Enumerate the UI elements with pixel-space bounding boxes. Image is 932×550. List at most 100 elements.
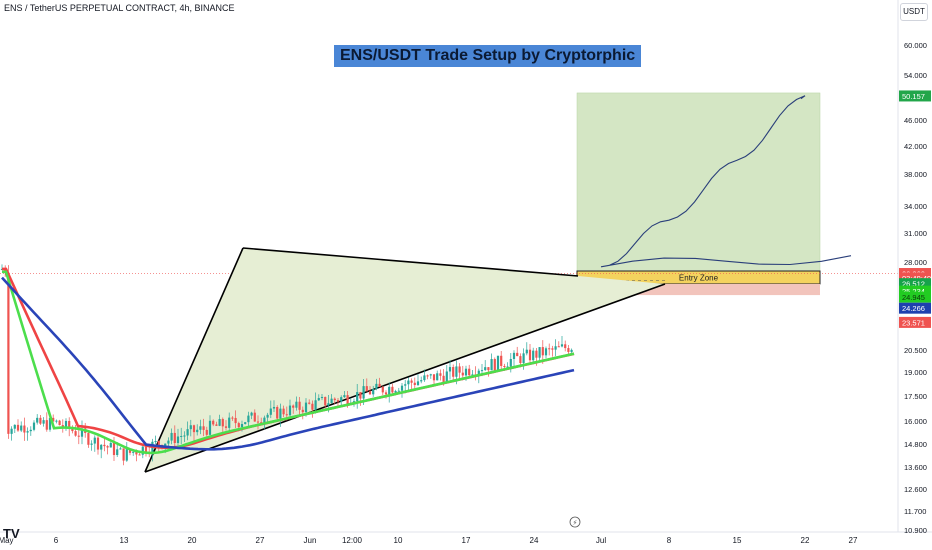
- candle-body: [320, 396, 324, 399]
- candle-body: [496, 355, 500, 371]
- candle-body: [39, 417, 42, 424]
- projection-arrow-tip: [800, 95, 806, 100]
- candle-body: [23, 425, 26, 433]
- candle-body: [308, 402, 311, 404]
- candle-body: [272, 406, 276, 409]
- currency-button[interactable]: USDT: [900, 3, 928, 21]
- candle-body: [36, 417, 39, 423]
- candle-body: [400, 385, 404, 391]
- time-tick-label: 13: [120, 536, 129, 545]
- candle-body: [484, 367, 487, 371]
- candle-body: [128, 449, 132, 453]
- candle-body: [420, 380, 423, 382]
- stop-zone: [577, 283, 820, 296]
- triangle-area: [145, 248, 665, 472]
- price-label-badge: [899, 90, 931, 102]
- candle-body: [372, 389, 375, 395]
- tradingview-logo-icon: TV: [3, 526, 20, 541]
- candle-body: [381, 386, 384, 393]
- candle-body: [330, 398, 333, 404]
- candle-body: [228, 417, 231, 428]
- candle-body: [234, 417, 237, 424]
- candle-body: [253, 412, 256, 422]
- price-tick-label: 34.000: [904, 202, 927, 211]
- candle-body: [167, 440, 170, 444]
- candle-body: [186, 429, 189, 436]
- candle-body: [480, 370, 484, 372]
- projected-path: [600, 95, 852, 268]
- candle-body: [276, 406, 279, 419]
- candle-body: [410, 380, 413, 383]
- candle-body: [55, 420, 58, 422]
- candle-body: [436, 373, 439, 381]
- candle-body: [13, 424, 16, 429]
- time-tick-label: 6: [54, 536, 59, 545]
- time-tick-label: 27: [849, 536, 858, 545]
- candle-body: [500, 355, 503, 366]
- candle-body: [7, 272, 10, 434]
- candle-body: [541, 347, 544, 356]
- candle-body: [570, 349, 573, 352]
- candle-body: [240, 424, 244, 428]
- candle-body: [544, 348, 548, 356]
- symbol-info: ENS / TetherUS PERPETUAL CONTRACT, 4h, B…: [4, 3, 235, 13]
- candle-body: [378, 383, 381, 387]
- candle-body: [106, 446, 109, 448]
- chart-title: ENS/USDT Trade Setup by Cryptorphic: [334, 45, 642, 67]
- time-tick-label: 10: [394, 536, 403, 545]
- candle-body: [391, 386, 394, 393]
- ema-blue-line: [1, 276, 575, 451]
- candle-body: [551, 348, 554, 350]
- candle-body: [512, 352, 516, 359]
- candle-body: [218, 419, 221, 426]
- price-label-text: 25.234: [902, 287, 925, 296]
- triangle-upper-trendline: [242, 247, 579, 277]
- candle-body: [532, 350, 535, 361]
- candle-body: [77, 435, 80, 437]
- candle-body: [192, 425, 196, 433]
- candle-body: [16, 424, 20, 431]
- target-zone: [576, 92, 821, 272]
- price-label-badge: [899, 316, 931, 328]
- price-label-badge: [899, 302, 931, 314]
- candle-body: [359, 392, 362, 399]
- candle-body: [103, 444, 106, 447]
- candle-body: [397, 390, 400, 392]
- time-tick-label: 20: [188, 536, 197, 545]
- event-marker-glyph: ⚡: [573, 519, 578, 527]
- price-tick-label: 11.700: [904, 507, 926, 516]
- candle-body: [282, 408, 285, 415]
- candle-body: [64, 420, 68, 428]
- candle-body: [263, 417, 266, 423]
- price-tick-label: 42.000: [904, 142, 927, 151]
- candle-body: [554, 346, 557, 350]
- candle-body: [477, 370, 480, 375]
- time-tick-label: Jun: [304, 536, 317, 545]
- candle-body: [93, 437, 96, 444]
- candle-body: [413, 382, 416, 386]
- time-tick-label: 24: [530, 536, 539, 545]
- candle-body: [285, 414, 288, 416]
- candle-body: [80, 428, 84, 437]
- candle-body: [506, 366, 509, 368]
- price-tick-label: 17.500: [904, 392, 927, 401]
- candle-body: [423, 375, 426, 381]
- price-label-text: 24.266: [902, 304, 925, 313]
- time-tick-label: May: [0, 536, 14, 545]
- price-tick-label: 10.900: [904, 526, 927, 535]
- candle-body: [487, 367, 490, 371]
- candle-body: [52, 417, 55, 422]
- candle-body: [311, 403, 314, 410]
- candle-body: [231, 417, 234, 419]
- candle-body: [314, 400, 317, 410]
- candle-body: [176, 436, 180, 444]
- candle-body: [112, 442, 116, 456]
- candle-body: [183, 435, 186, 437]
- candle-body: [90, 443, 93, 445]
- candle-body: [548, 348, 551, 350]
- candle-body: [292, 405, 295, 408]
- candle-body: [215, 424, 218, 426]
- candle-body: [288, 405, 292, 416]
- price-label-text: 50.157: [902, 92, 925, 101]
